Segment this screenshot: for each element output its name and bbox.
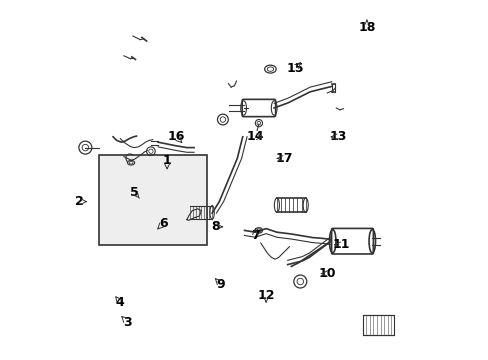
Text: 11: 11 bbox=[332, 238, 350, 251]
Text: 13: 13 bbox=[329, 130, 346, 143]
Text: 3: 3 bbox=[123, 316, 132, 329]
Text: 6: 6 bbox=[159, 217, 167, 230]
Text: 15: 15 bbox=[285, 62, 303, 75]
Text: 16: 16 bbox=[167, 130, 184, 143]
Bar bbox=[363, 315, 393, 335]
Text: 4: 4 bbox=[116, 296, 124, 309]
Text: 9: 9 bbox=[216, 278, 225, 291]
Text: 5: 5 bbox=[130, 186, 139, 199]
Text: 8: 8 bbox=[211, 220, 220, 233]
Text: 14: 14 bbox=[246, 130, 264, 143]
Text: 10: 10 bbox=[318, 267, 335, 280]
Text: 2: 2 bbox=[75, 195, 84, 208]
Text: 1: 1 bbox=[163, 154, 171, 167]
Text: 12: 12 bbox=[257, 289, 274, 302]
FancyBboxPatch shape bbox=[99, 155, 206, 245]
Text: 18: 18 bbox=[358, 21, 375, 33]
Text: 17: 17 bbox=[275, 152, 292, 165]
Polygon shape bbox=[186, 209, 201, 220]
Text: 7: 7 bbox=[250, 229, 259, 242]
